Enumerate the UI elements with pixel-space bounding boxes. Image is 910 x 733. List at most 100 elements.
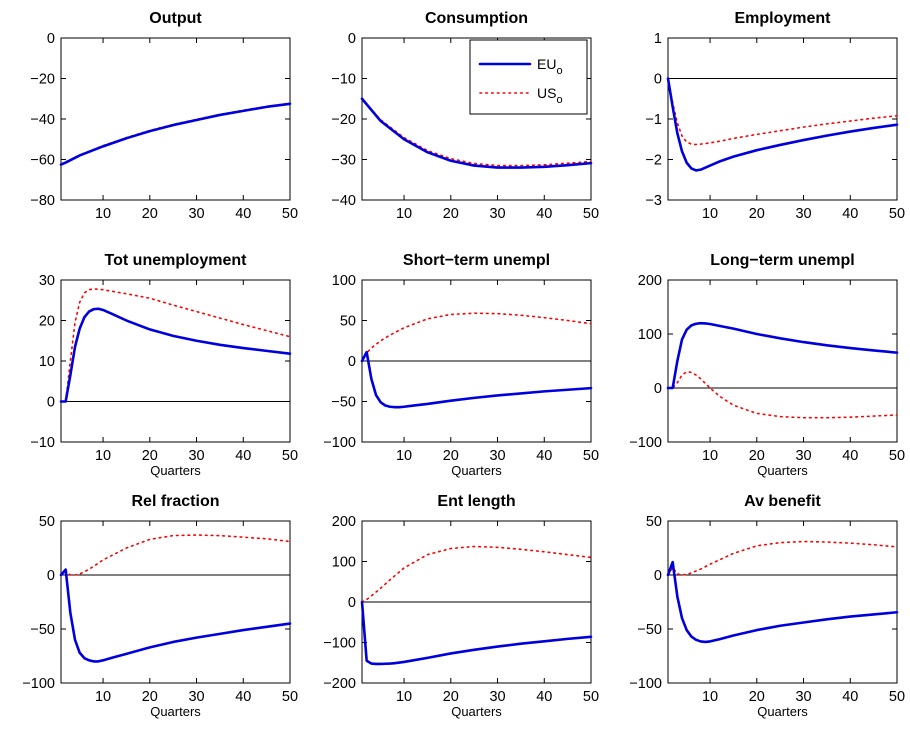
x-tick-label: 10 xyxy=(95,206,111,222)
x-tick-label: 30 xyxy=(489,448,505,464)
x-tick-label: 20 xyxy=(142,689,158,705)
series-line-eu xyxy=(59,568,292,663)
x-tick-label: 40 xyxy=(536,206,552,222)
legend-item-us: USo xyxy=(479,85,563,106)
x-tick-label: 40 xyxy=(842,448,858,464)
y-tick-label: −100 xyxy=(22,676,55,692)
subplot-8: 10 20 30 40 50 −200 −100 0 100 200 Ent length Quart… xyxy=(323,493,599,719)
y-tick-label: −50 xyxy=(331,395,356,411)
y-tick-label: −10 xyxy=(30,435,55,451)
y-tick-label: 50 xyxy=(646,514,662,530)
y-tick-label: −50 xyxy=(30,622,55,638)
x-tick-label: 30 xyxy=(795,206,811,222)
x-tick-label: 20 xyxy=(142,448,158,464)
x-tick-label: 50 xyxy=(583,448,599,464)
y-tick-label: −2 xyxy=(645,153,662,169)
y-tick-label: −100 xyxy=(323,435,356,451)
y-tick-label: 50 xyxy=(340,314,356,330)
x-tick-label: 10 xyxy=(396,448,412,464)
y-tick-label: 200 xyxy=(638,273,662,289)
y-tick-label: 200 xyxy=(332,514,356,530)
x-tick-label: 50 xyxy=(889,206,905,222)
y-tick-label: 100 xyxy=(332,273,356,289)
y-tick-label: −200 xyxy=(323,676,356,692)
x-tick-label: 40 xyxy=(842,206,858,222)
x-tick-label: 50 xyxy=(889,689,905,705)
y-tick-label: −50 xyxy=(637,622,662,638)
x-tick-label: 40 xyxy=(842,689,858,705)
subplot-title: Ent length xyxy=(437,493,515,510)
series-line-eu xyxy=(666,321,899,390)
x-tick-label: 20 xyxy=(142,206,158,222)
y-tick-label: −100 xyxy=(629,676,662,692)
x-tick-label: 30 xyxy=(795,448,811,464)
legend-label-base: US xyxy=(537,85,556,101)
y-tick-label: −100 xyxy=(323,636,356,652)
y-tick-label: −40 xyxy=(331,193,356,209)
subplot-title: Employment xyxy=(734,10,831,27)
x-tick-label: 30 xyxy=(489,206,505,222)
y-tick-label: −20 xyxy=(331,112,356,128)
subplot-9: 10 20 30 40 50 −100 −50 0 50 Av benefit Quarters xyxy=(629,493,905,719)
subplot-3: 10 20 30 40 50 −3 −2 −1 0 1 Employment xyxy=(645,10,905,222)
x-tick-label: 10 xyxy=(702,689,718,705)
series-line-eu xyxy=(59,307,292,403)
y-tick-label: 0 xyxy=(654,381,662,397)
x-tick-label: 10 xyxy=(95,689,111,705)
y-tick-label: 50 xyxy=(39,514,55,530)
series-line-eu xyxy=(360,97,593,169)
x-tick-label: 30 xyxy=(188,689,204,705)
x-tick-label: 40 xyxy=(235,689,251,705)
x-tick-label: 50 xyxy=(889,448,905,464)
y-tick-label: 0 xyxy=(654,568,662,584)
x-tick-label: 40 xyxy=(536,448,552,464)
subplot-title: Long−term unempl xyxy=(710,252,854,269)
series-line-us xyxy=(361,312,592,362)
legend-label-subscript: o xyxy=(556,65,562,77)
legend-label-base: EU xyxy=(537,56,556,72)
y-tick-label: 100 xyxy=(332,555,356,571)
y-tick-label: −100 xyxy=(629,435,662,451)
x-tick-label: 50 xyxy=(282,206,298,222)
y-tick-label: −3 xyxy=(645,193,662,209)
series-line-eu xyxy=(360,600,593,666)
legend-item-eu: EUo xyxy=(478,56,563,77)
x-axis-label: Quarters xyxy=(451,704,502,719)
x-tick-label: 20 xyxy=(443,448,459,464)
subplot-7: 10 20 30 40 50 −100 −50 0 50 Rel fraction Quarters xyxy=(22,493,298,719)
x-axis-label: Quarters xyxy=(150,704,201,719)
x-tick-label: 50 xyxy=(583,689,599,705)
x-axis-label: Quarters xyxy=(150,463,201,478)
x-tick-label: 40 xyxy=(536,689,552,705)
x-tick-label: 20 xyxy=(749,206,765,222)
plot-area xyxy=(667,520,898,684)
y-tick-label: 0 xyxy=(47,31,55,47)
y-tick-label: 0 xyxy=(348,31,356,47)
x-tick-label: 10 xyxy=(396,689,412,705)
series-line-eu xyxy=(666,77,899,172)
series-line-us xyxy=(361,545,592,603)
x-tick-label: 40 xyxy=(235,448,251,464)
y-tick-label: 10 xyxy=(39,354,55,370)
plot-area xyxy=(60,520,291,684)
x-tick-label: 30 xyxy=(188,206,204,222)
series-line-eu xyxy=(666,560,899,644)
y-tick-label: 0 xyxy=(47,395,55,411)
y-tick-label: −60 xyxy=(30,153,55,169)
y-tick-label: 0 xyxy=(348,354,356,370)
y-tick-label: −20 xyxy=(30,72,55,88)
x-axis-label: Quarters xyxy=(757,704,808,719)
y-tick-label: 0 xyxy=(47,568,55,584)
subplot-title: Output xyxy=(149,10,202,27)
legend: EUo USo xyxy=(469,39,588,115)
y-tick-label: 20 xyxy=(39,314,55,330)
x-tick-label: 30 xyxy=(795,689,811,705)
series-line-us xyxy=(667,540,898,576)
x-tick-label: 20 xyxy=(443,689,459,705)
x-axis-label: Quarters xyxy=(451,463,502,478)
x-tick-label: 50 xyxy=(282,448,298,464)
subplot-4: 10 20 30 40 50 −10 0 10 20 30 Tot unemployment Quar… xyxy=(30,252,298,478)
series-line-eu xyxy=(360,350,593,409)
y-tick-label: 1 xyxy=(654,31,662,47)
